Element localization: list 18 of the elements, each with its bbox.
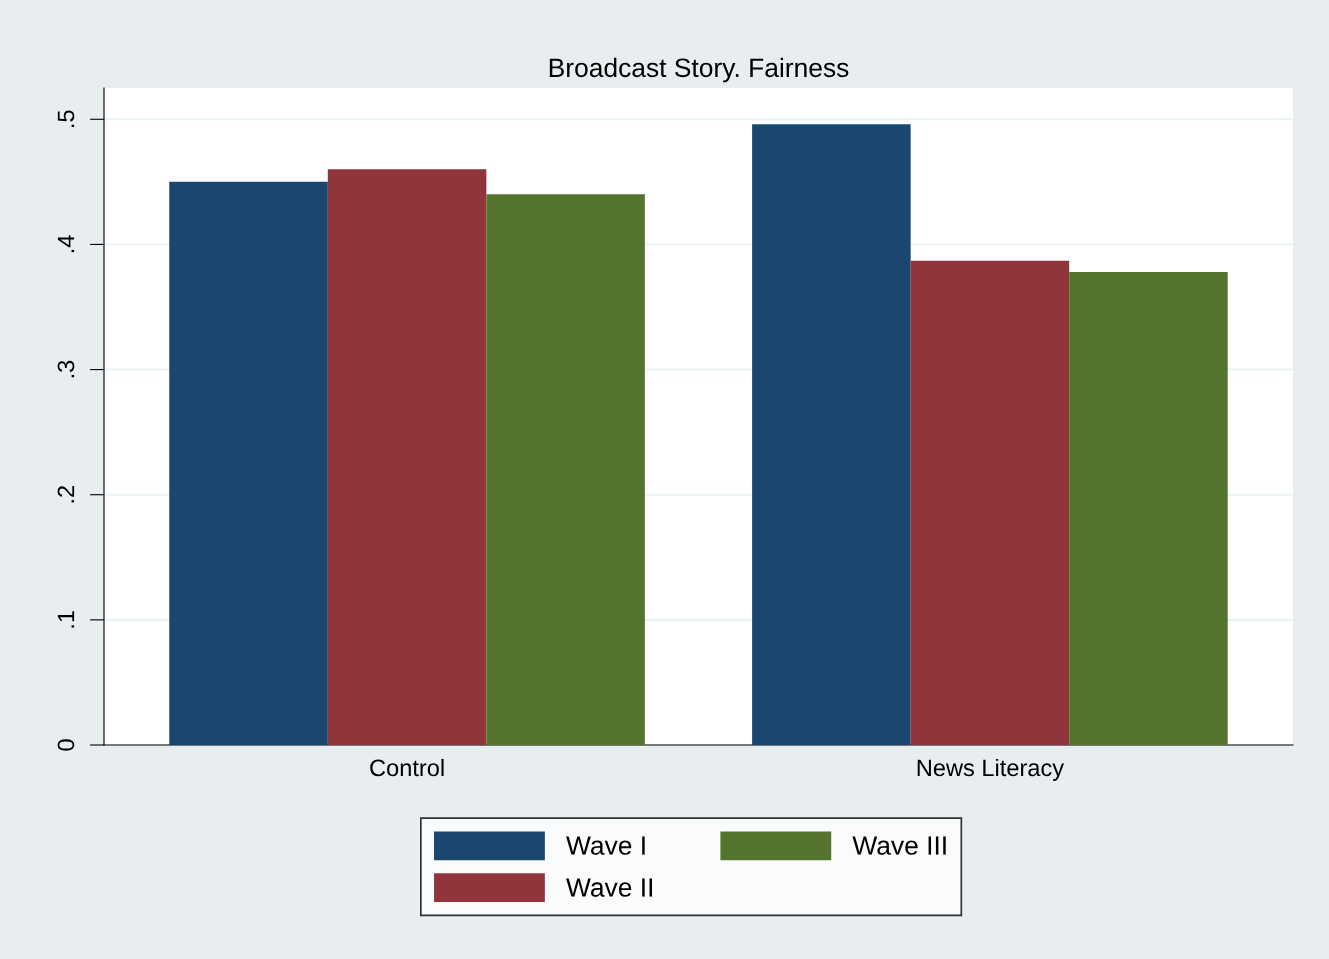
y-tick-label: 0	[57, 739, 75, 751]
bar	[169, 181, 328, 745]
bar	[327, 169, 487, 745]
y-tick-label: .5	[57, 110, 75, 127]
x-tick-label: News Literacy	[917, 758, 1065, 781]
y-tick-label: .1	[57, 611, 75, 628]
bar	[752, 124, 911, 745]
legend-label: Wave III	[852, 836, 946, 855]
bar	[486, 194, 645, 745]
bar	[1069, 271, 1228, 745]
y-tick-label: .4	[57, 235, 75, 253]
bar	[910, 260, 1070, 745]
y-tick-label: .3	[57, 360, 75, 378]
y-tick-label: .2	[57, 486, 75, 503]
legend-label: Wave II	[566, 878, 652, 897]
chart-title: Broadcast Story. Fairness	[549, 57, 849, 83]
legend-label: Wave I	[566, 836, 645, 855]
x-tick-label: Control	[370, 758, 444, 777]
